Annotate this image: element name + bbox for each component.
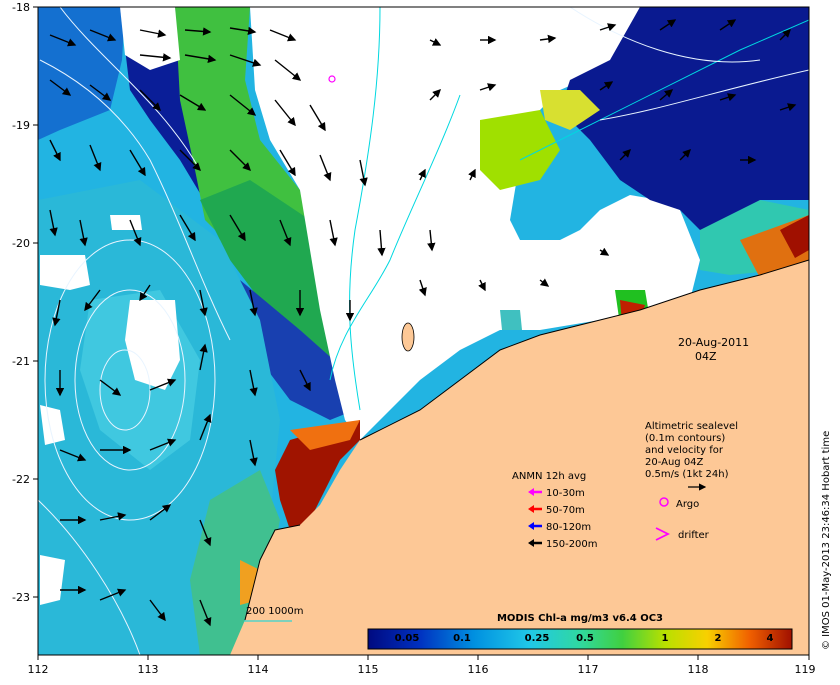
colorbar-tick-4: 4 [767, 633, 774, 644]
anmn-item-4: 150-200m [546, 539, 598, 550]
altimetry-line-5: 0.5m/s (1kt 24h) [645, 469, 729, 480]
lon-tick-112: 112 [28, 663, 49, 676]
colorbar-tick-0.05: 0.05 [395, 633, 420, 644]
lon-axis [37, 655, 810, 660]
colorbar-tick-0.5: 0.5 [576, 633, 594, 644]
map-panel [38, 7, 809, 655]
colorbar-ramp [367, 628, 793, 650]
colorbar-tick-0.1: 0.1 [453, 633, 471, 644]
velocity-arrows [49, 19, 797, 627]
lat-tick-23: -23 [12, 591, 30, 604]
lat-tick-20: -20 [12, 237, 30, 250]
credit-label: © IMOS 01-May-2013 23:46:34 Hobart time [821, 431, 832, 650]
high-chlorophyll-plume [275, 420, 360, 530]
lat-tick-21: -21 [12, 355, 30, 368]
anmn-legend: ANMN 12h avg 10-30m 50-70m 80-120m 150-2… [512, 471, 598, 550]
lon-tick-118: 118 [688, 663, 709, 676]
altimetry-legend: Altimetric sealevel (0.1m contours) and … [645, 421, 738, 491]
time-label: 04Z [695, 350, 717, 363]
colorbar-tick-0.25: 0.25 [525, 633, 550, 644]
lon-tick-114: 114 [248, 663, 269, 676]
colorbar: MODIS Chl-a mg/m3 v6.4 OC3 0.05 0.1 0.25… [367, 613, 793, 650]
argo-label: Argo [676, 499, 699, 510]
anmn-item-3: 80-120m [546, 522, 591, 533]
argo-legend-icon [659, 497, 669, 507]
lat-axis [33, 6, 38, 598]
date-label: 20-Aug-2011 [678, 336, 749, 349]
colorbar-tick-2: 2 [715, 633, 722, 644]
bathy-contour-200m [349, 7, 381, 411]
lon-tick-113: 113 [138, 663, 159, 676]
bathy-legend-label: 200 1000m [246, 606, 303, 617]
colorbar-title: MODIS Chl-a mg/m3 v6.4 OC3 [497, 613, 663, 624]
lat-tick-19: -19 [12, 119, 30, 132]
drifter-label: drifter [678, 530, 710, 541]
map-frame [37, 6, 810, 656]
drifter-legend-icon [655, 527, 671, 541]
argo-float-marker [328, 75, 336, 83]
coastline [359, 259, 809, 441]
cloud-mask [250, 7, 700, 440]
lon-tick-115: 115 [358, 663, 379, 676]
lat-tick-18: -18 [12, 1, 30, 14]
altimetry-line-3: and velocity for [645, 445, 724, 456]
altimetry-line-4: 20-Aug 04Z [645, 457, 704, 468]
lon-tick-117: 117 [578, 663, 599, 676]
anmn-item-2: 50-70m [546, 505, 585, 516]
lon-tick-119: 119 [795, 663, 816, 676]
altimetry-line-1: Altimetric sealevel [645, 421, 738, 432]
island [401, 322, 415, 352]
land [230, 260, 809, 655]
lon-tick-116: 116 [468, 663, 489, 676]
lat-tick-22: -22 [12, 473, 30, 486]
altimetry-line-2: (0.1m contours) [645, 433, 725, 444]
anmn-title: ANMN 12h avg [512, 471, 586, 482]
anmn-item-1: 10-30m [546, 488, 585, 499]
colorbar-tick-1: 1 [662, 633, 669, 644]
